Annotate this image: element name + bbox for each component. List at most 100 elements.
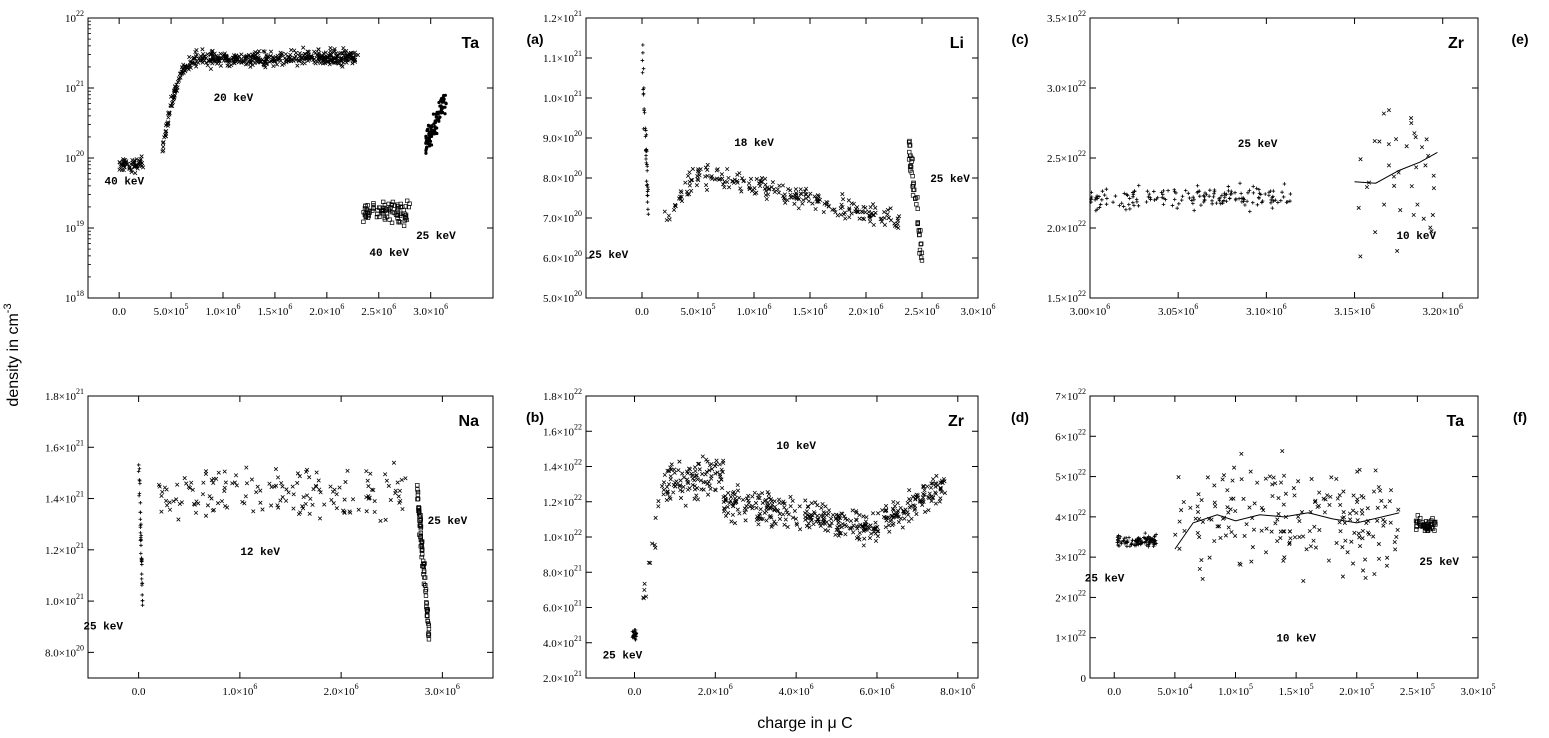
data-point [908,163,913,168]
data-point [254,490,259,495]
data-point [786,512,791,517]
data-point [1395,248,1400,254]
data-point [393,488,398,493]
data-point [1341,515,1347,520]
data-point [1197,194,1202,198]
data-point [208,66,213,71]
data-point [161,144,166,149]
series-x [156,460,408,523]
data-point [1357,535,1362,540]
data-point [1276,511,1281,517]
data-point [1381,517,1386,522]
data-point [660,484,665,489]
data-point [810,201,815,206]
data-point [306,55,311,60]
data-point [343,479,348,485]
data-point [847,215,852,220]
energy-annotation: 25 keV [428,516,468,528]
data-point [352,59,358,64]
data-point [692,483,697,488]
data-point [267,481,272,486]
data-point [921,495,926,500]
data-point [207,494,212,499]
data-point [1170,203,1175,208]
data-point [1136,204,1141,208]
y-tick-label: 1.2×1022 [543,493,582,509]
data-point [719,467,724,472]
data-point [935,483,941,488]
data-point [641,43,645,47]
data-point [851,530,856,535]
data-point [726,490,731,496]
data-point [1197,189,1202,194]
data-point [646,187,651,192]
data-point [914,202,919,207]
data-point [1359,508,1364,513]
data-point [1116,533,1121,538]
data-point [425,136,430,140]
data-point [783,517,788,522]
data-point [902,516,907,521]
data-point [725,166,730,172]
y-tick-label: 2×1022 [1055,588,1086,604]
data-point [821,514,826,519]
data-point [772,189,777,195]
data-point [784,508,789,513]
data-point [1334,540,1339,546]
data-point [297,474,302,479]
data-point [318,55,323,60]
data-point [882,222,887,227]
data-point [1288,192,1293,196]
data-point [644,153,648,158]
data-point [314,59,320,64]
data-point [1209,517,1214,522]
data-point [417,532,422,537]
x-tick-label: 1.5×106 [257,302,292,318]
data-point [933,501,938,506]
data-point [747,186,753,191]
data-point [297,51,302,56]
data-point [669,467,674,472]
data-point [770,502,775,507]
data-point [1111,200,1115,204]
data-point [1210,199,1214,203]
data-point [834,512,839,517]
data-point [1133,543,1137,548]
data-point [667,495,672,500]
data-point [1271,189,1276,193]
data-point [632,632,637,637]
data-point [898,516,903,521]
data-point [1228,192,1233,196]
data-point [676,468,681,473]
data-point [927,491,932,496]
data-point [1276,496,1281,501]
data-point [915,206,920,211]
data-point [776,497,782,502]
data-point [706,479,711,484]
data-point [855,526,860,531]
data-point [382,202,388,208]
data-point [208,51,214,57]
data-point [138,510,143,515]
data-point [166,120,171,126]
x-tick-label: 3.15×106 [1334,302,1374,318]
energy-annotation: 25 keV [1419,557,1459,569]
data-point [645,168,649,173]
data-point [1200,576,1205,582]
data-point [300,61,305,66]
data-point [307,475,312,480]
data-point [127,164,132,170]
data-point [643,126,648,131]
data-point [314,470,319,475]
data-point [1175,206,1179,210]
data-point [1119,201,1124,206]
x-tick-label: 3.00×106 [1070,302,1110,318]
data-point [731,503,736,508]
data-point [823,527,828,533]
data-point [1321,496,1326,501]
x-tick-label: 1.0×105 [1218,682,1253,698]
data-point [275,503,280,508]
data-point [885,212,890,217]
data-point [1186,191,1191,196]
